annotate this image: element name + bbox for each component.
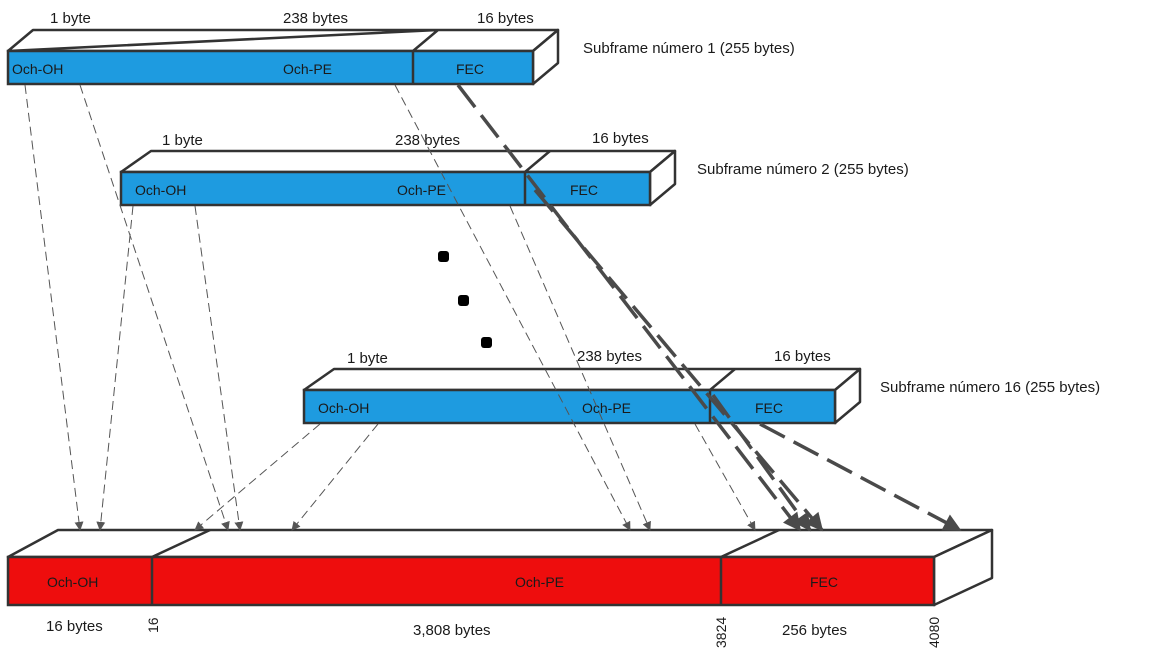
arrow-sf16-pe-start [291, 423, 379, 531]
arrow-sf1-oh [24, 84, 84, 531]
subframe-16: 1 byte 238 bytes 16 bytes Och-OH Och-PE … [302, 348, 1100, 425]
subframe-16-fec-field: FEC [755, 400, 783, 416]
subframe-1-oh-size: 1 byte [50, 10, 91, 27]
mapping-arrows-thin [24, 84, 756, 531]
arrow-sf2-oh [96, 205, 134, 531]
frame-oh-size: 16 bytes [46, 618, 103, 635]
subframe-2-oh-field: Och-OH [135, 182, 186, 198]
subframe-2-fec-size: 16 bytes [592, 130, 649, 147]
subframe-16-oh-size: 1 byte [347, 350, 388, 367]
frame-pe-size: 3,808 bytes [413, 622, 491, 639]
subframe-1-pe-size: 238 bytes [283, 10, 348, 27]
frame-marker-3824: 3824 [713, 617, 729, 648]
subframe-16-pe-field: Och-PE [582, 400, 631, 416]
ellipsis-dot-1 [438, 251, 449, 262]
ellipsis-dot-2 [458, 295, 469, 306]
arrow-sf16-fec-left [711, 393, 812, 532]
frame-marker-16: 16 [145, 617, 161, 633]
subframe-2-pe-size: 238 bytes [395, 132, 460, 149]
subframe-1-fec-field: FEC [456, 61, 484, 77]
frame-top-face [6, 528, 994, 559]
frame-top-divider-fec [720, 528, 780, 559]
subframe-2-title: Subframe número 2 (255 bytes) [697, 161, 909, 178]
arrow-sf16-pe-end [694, 423, 756, 531]
frame-pe-field: Och-PE [515, 574, 564, 590]
otu-frame: Och-OH Och-PE FEC 16 bytes 3,808 bytes 2… [6, 528, 994, 648]
subframe-16-pe-size: 238 bytes [577, 348, 642, 365]
frame-fec-size: 256 bytes [782, 622, 847, 639]
subframe-2-front-face [119, 170, 652, 207]
subframe-1-fec-size: 16 bytes [477, 10, 534, 27]
arrow-sf16-fec-right [759, 422, 962, 532]
arrow-sf2-pe-end [509, 205, 651, 531]
frame-front-face [6, 555, 936, 607]
subframe-16-title: Subframe número 16 (255 bytes) [880, 379, 1100, 396]
subframe-2-pe-field: Och-PE [397, 182, 446, 198]
frame-fec-field: FEC [810, 574, 838, 590]
arrow-sf1-fec [456, 83, 802, 532]
arrow-sf2-pe-start [194, 205, 244, 531]
frame-oh-field: Och-OH [47, 574, 98, 590]
arrow-sf1-pe-start [79, 84, 230, 531]
subframe-2-top-divider [524, 150, 551, 173]
subframe-1-front-face [6, 49, 535, 86]
subframe-16-top-face [302, 367, 862, 392]
subframe-16-front-face [302, 388, 837, 425]
mapping-arrows-fec [456, 83, 962, 532]
subframe-2-fec-field: FEC [570, 182, 598, 198]
ellipsis-dot-3 [481, 337, 492, 348]
subframe-2-top-face [119, 149, 677, 174]
subframe-1-title: Subframe número 1 (255 bytes) [583, 40, 795, 57]
subframe-16-oh-field: Och-OH [318, 400, 369, 416]
subframe-16-fec-size: 16 bytes [774, 348, 831, 365]
subframe-2: 1 byte 238 bytes 16 bytes Och-OH Och-PE … [119, 130, 909, 207]
subframe-1: 1 byte 238 bytes 16 bytes Och-OH Och-PE … [6, 10, 795, 86]
frame-top-divider-oh [151, 528, 211, 559]
frame-marker-4080: 4080 [926, 617, 942, 648]
subframe-16-top-divider [709, 368, 736, 391]
subframe-2-oh-size: 1 byte [162, 132, 203, 149]
arrow-sf16-oh [194, 423, 321, 531]
subframe-1-pe-field: Och-PE [283, 61, 332, 77]
subframe-1-top-face [6, 28, 560, 53]
subframe-1-oh-field: Och-OH [12, 61, 63, 77]
